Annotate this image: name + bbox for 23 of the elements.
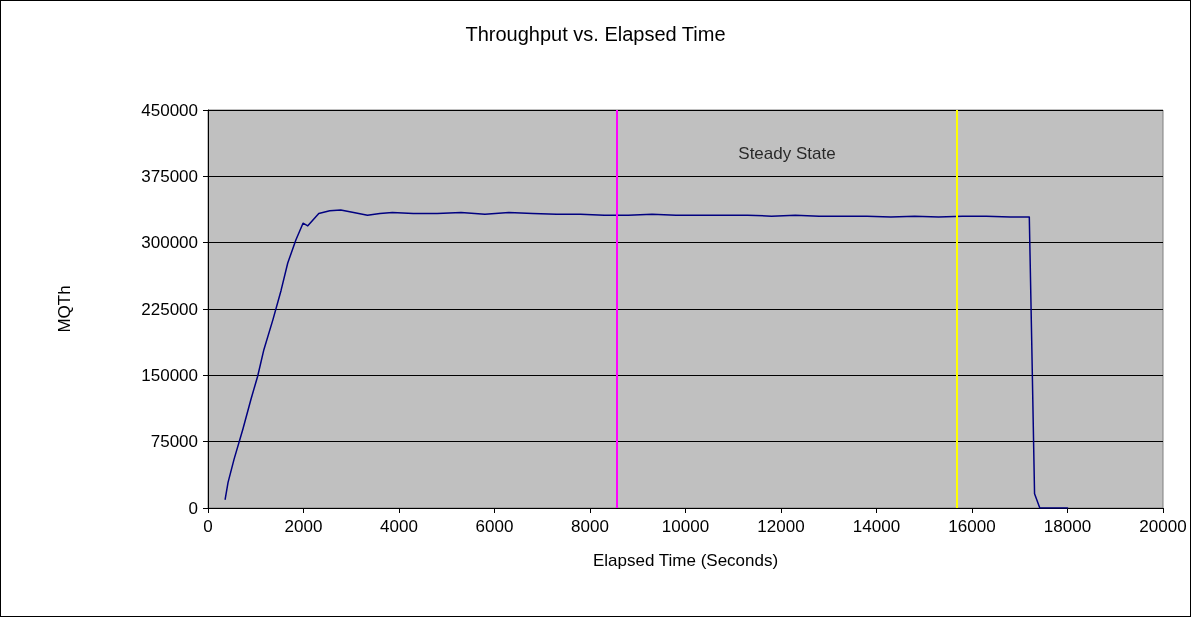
y-tick-label: 150000 [141,365,198,385]
y-tick-label: 375000 [141,166,198,186]
x-tick-label: 20000 [1139,517,1187,536]
y-tick-label: 225000 [141,299,198,319]
x-tick-label: 12000 [757,517,805,536]
x-tick-label: 2000 [284,517,323,536]
x-tick-label: 8000 [571,517,609,536]
y-tick-label: 300000 [141,233,198,253]
line-series [224,209,1069,509]
x-tick-label: 6000 [475,517,514,536]
y-tick-label: 75000 [150,432,198,452]
chart-title: Throughput vs. Elapsed Time [465,23,726,45]
annotation: Steady State [738,144,836,164]
x-tick-label: 4000 [380,517,418,536]
x-axis-title: Elapsed Time (Seconds) [592,551,779,570]
y-tick-label: 450000 [141,100,198,120]
x-tick-label: 18000 [1043,517,1092,536]
y-axis-title: MQTh [55,285,74,333]
y-tick-label: 0 [188,498,198,518]
x-tick-label: 0 [203,517,213,536]
x-tick-label: 14000 [852,517,901,536]
x-tick-label: 10000 [661,517,710,536]
x-tick-label: 16000 [948,517,996,536]
